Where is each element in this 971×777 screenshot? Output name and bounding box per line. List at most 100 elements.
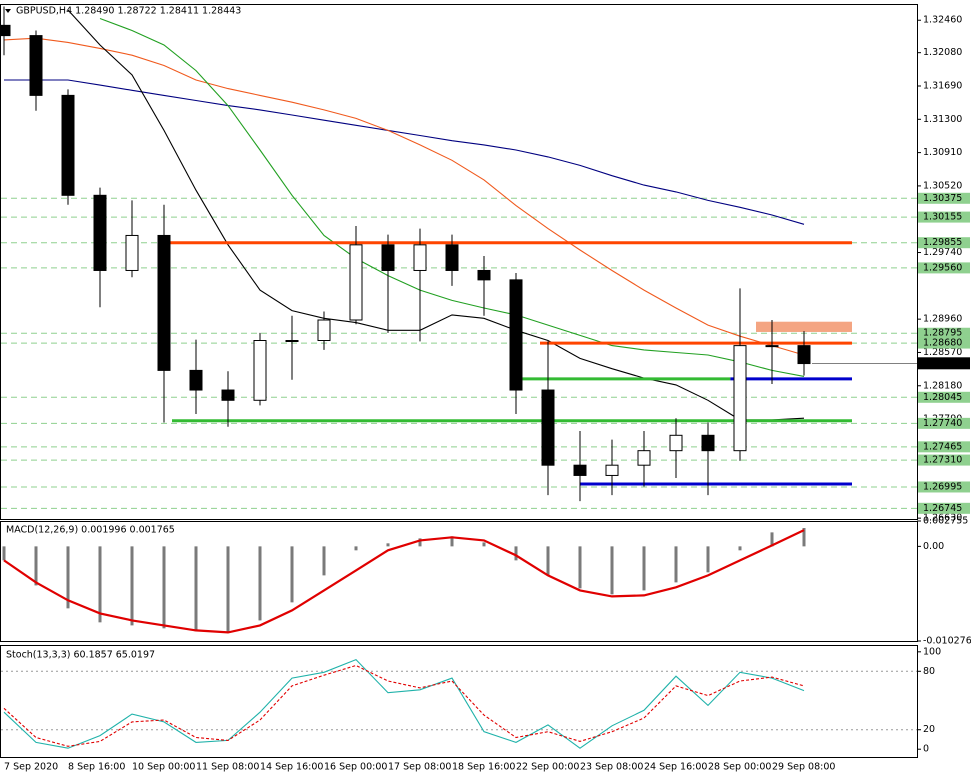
indicator-line bbox=[99, 17, 805, 377]
histogram-bar bbox=[482, 542, 486, 547]
x-tick-label: 11 Sep 08:00 bbox=[196, 762, 259, 773]
level-label: 1.28680 bbox=[923, 338, 962, 349]
x-tick-label: 28 Sep 00:00 bbox=[708, 762, 771, 773]
y-tick-label: 1.28960 bbox=[923, 314, 962, 325]
y-tick-label: 1.28570 bbox=[923, 347, 962, 358]
y-tick-label: 1.30520 bbox=[923, 180, 962, 191]
candle-body bbox=[381, 244, 395, 271]
indicator-line bbox=[67, 9, 805, 421]
histogram-bar bbox=[514, 546, 518, 561]
level-label: 1.28795 bbox=[923, 328, 962, 339]
level-label: 1.29560 bbox=[923, 262, 962, 273]
candle-body bbox=[349, 244, 363, 321]
histogram-bar bbox=[770, 532, 774, 547]
candle-body bbox=[125, 234, 139, 271]
x-tick-label: 22 Sep 00:00 bbox=[516, 762, 579, 773]
histogram-bar bbox=[418, 538, 422, 547]
candle-body bbox=[637, 450, 651, 466]
indicator-line bbox=[4, 79, 805, 225]
histogram-bar bbox=[706, 546, 710, 573]
histogram-bar bbox=[98, 546, 102, 623]
stoch-title: Stoch(13,3,3) 60.1857 65.0197 bbox=[6, 650, 155, 661]
histogram-bar bbox=[194, 546, 198, 632]
main-frame bbox=[0, 4, 918, 520]
zone bbox=[756, 321, 852, 332]
x-tick-label: 14 Sep 16:00 bbox=[260, 762, 323, 773]
indicator-line bbox=[3, 658, 805, 749]
y-tick-label: 1.31300 bbox=[923, 114, 962, 125]
candle-body bbox=[605, 464, 619, 476]
candle-body bbox=[221, 389, 235, 401]
x-tick-label: 29 Sep 08:00 bbox=[772, 762, 835, 773]
stoch-panel: 100 80 20 0 bbox=[1, 646, 941, 755]
macd-panel: 0.002755 0.00 -0.010276 bbox=[2, 516, 971, 647]
candle-body bbox=[317, 319, 331, 342]
histogram-bar bbox=[738, 546, 742, 551]
histogram-bar bbox=[66, 546, 70, 609]
histogram-bar bbox=[290, 546, 294, 603]
y-tick-label: 1.30910 bbox=[923, 147, 962, 158]
level-label: 1.27465 bbox=[923, 441, 962, 452]
level-box bbox=[918, 391, 970, 403]
histogram-bar bbox=[578, 546, 582, 589]
histogram-bar bbox=[642, 546, 646, 591]
y-tick-label: 1.26630 bbox=[923, 513, 962, 524]
y-tick-label: 1.32080 bbox=[923, 47, 962, 58]
level-box bbox=[918, 417, 970, 429]
last-price-label: 1.28443 bbox=[923, 358, 962, 369]
y-tick-label: 80 bbox=[923, 666, 935, 677]
indicator-line bbox=[3, 529, 805, 634]
histogram-bar bbox=[162, 546, 166, 629]
level-box bbox=[918, 327, 970, 339]
level-box bbox=[918, 237, 970, 249]
stoch-frame bbox=[0, 645, 918, 758]
candle-body bbox=[477, 269, 491, 281]
level-box bbox=[918, 481, 970, 493]
level-box bbox=[918, 262, 970, 274]
symbol-menu-icon bbox=[5, 9, 11, 13]
candle-body bbox=[93, 194, 107, 271]
x-tick-label: 18 Sep 16:00 bbox=[452, 762, 515, 773]
y-tick-label: -0.010276 bbox=[923, 636, 971, 647]
x-tick-label: 7 Sep 2020 bbox=[4, 762, 58, 773]
histogram-bar bbox=[450, 536, 454, 547]
candle-body bbox=[29, 35, 43, 96]
histogram-bar bbox=[674, 546, 678, 583]
candle-body bbox=[413, 244, 427, 271]
y-tick-label: 100 bbox=[923, 646, 941, 657]
candle-body bbox=[189, 369, 203, 391]
histogram-bar bbox=[546, 546, 550, 576]
histogram-bar bbox=[34, 546, 38, 586]
indicator-line bbox=[3, 664, 805, 747]
candle-body bbox=[573, 464, 587, 476]
level-box bbox=[918, 337, 970, 349]
y-tick-label: 1.29740 bbox=[923, 247, 962, 258]
level-label: 1.30375 bbox=[923, 193, 962, 204]
candle-body bbox=[733, 345, 747, 452]
histogram-bar bbox=[130, 546, 134, 626]
level-box bbox=[918, 211, 970, 223]
candle-body bbox=[253, 340, 267, 401]
y-tick-label: 0 bbox=[923, 744, 929, 755]
y-tick-label: 0.002755 bbox=[923, 516, 968, 527]
y-tick-label: 1.28180 bbox=[923, 380, 962, 391]
histogram-bar bbox=[322, 546, 326, 576]
x-tick-label: 8 Sep 16:00 bbox=[68, 762, 125, 773]
histogram-bar bbox=[2, 546, 6, 561]
x-tick-label: 23 Sep 08:00 bbox=[580, 762, 643, 773]
level-label: 1.26745 bbox=[923, 503, 962, 514]
level-label: 1.27310 bbox=[923, 455, 962, 466]
y-tick-label: 1.32460 bbox=[923, 15, 962, 26]
histogram-bar bbox=[802, 527, 806, 547]
main-panel: 1.32460 1.32080 1.31690 1.31300 1.30910 1.305… bbox=[0, 6, 970, 524]
candle-body bbox=[509, 279, 523, 391]
candle-body bbox=[797, 345, 811, 365]
histogram-bar bbox=[354, 546, 358, 551]
level-label: 1.27740 bbox=[923, 418, 962, 429]
indicator-line bbox=[3, 37, 805, 356]
level-box bbox=[918, 192, 970, 204]
histogram-bar bbox=[610, 546, 614, 595]
